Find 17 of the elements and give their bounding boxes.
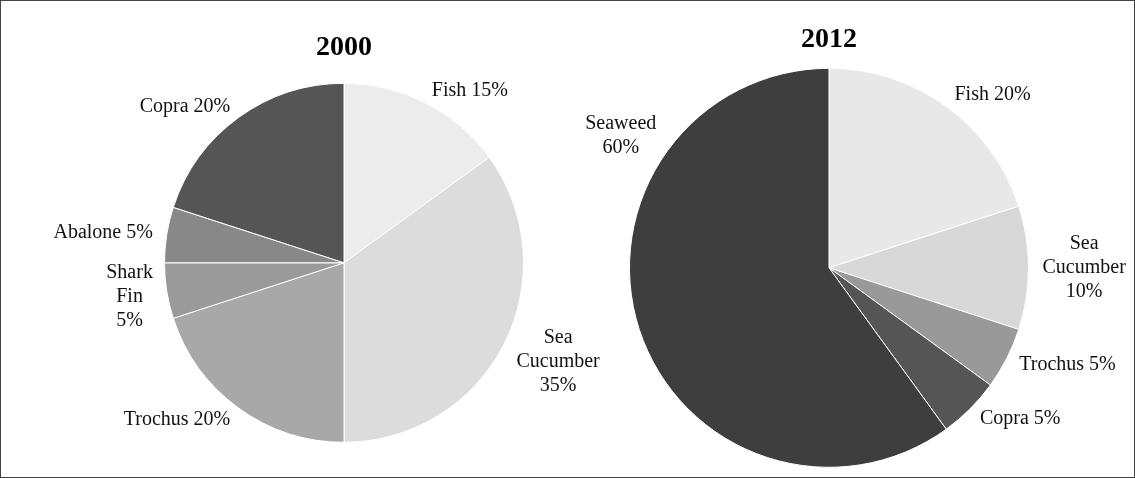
slice-label: Trochus 5% bbox=[1019, 351, 1116, 374]
slice-label: Sea Cucumber bbox=[516, 324, 601, 371]
data-label: 35% bbox=[539, 372, 577, 395]
data-label: 5% bbox=[116, 308, 143, 331]
slice-label: Seaweed bbox=[585, 110, 657, 133]
slice-label: Abalone 5% bbox=[53, 219, 153, 242]
slice-label: Fish 20% bbox=[954, 82, 1031, 105]
slice-label: Fish 15% bbox=[431, 77, 508, 100]
slice-label: Trochus 20% bbox=[123, 406, 231, 429]
chart-title: 2012 bbox=[801, 22, 857, 54]
slice-label: Copra 20% bbox=[139, 93, 231, 117]
slice-label: Sea Cucumber bbox=[1042, 231, 1127, 278]
slice-label: Shark Fin bbox=[106, 260, 153, 307]
data-label: 10% bbox=[1065, 279, 1103, 302]
data-label: 60% bbox=[602, 134, 640, 157]
slice-label: Copra 5% bbox=[979, 406, 1061, 430]
chart-title: 2000 bbox=[316, 30, 372, 62]
